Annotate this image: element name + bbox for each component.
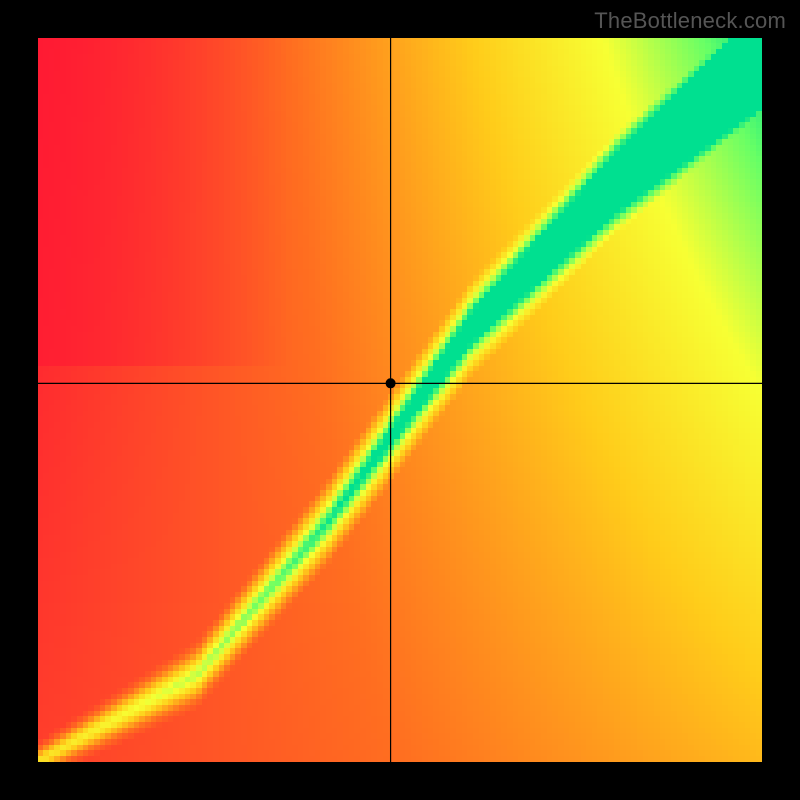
plot-area bbox=[38, 38, 762, 762]
outer-frame: TheBottleneck.com bbox=[0, 0, 800, 800]
watermark: TheBottleneck.com bbox=[594, 8, 786, 34]
bottleneck-heatmap bbox=[38, 38, 762, 762]
